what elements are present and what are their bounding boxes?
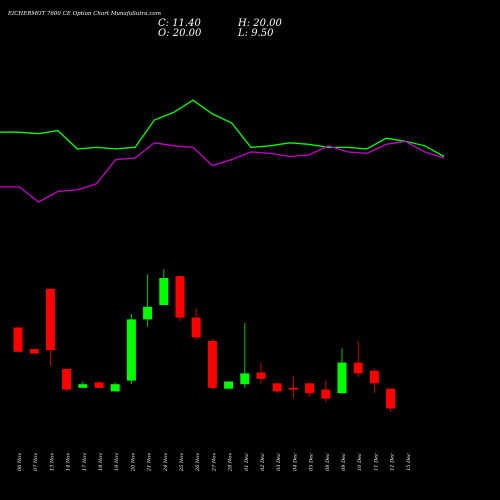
x-tick-label: 15 Dec bbox=[406, 453, 412, 471]
x-tick-label: 09 Dec bbox=[341, 453, 347, 471]
x-tick-label: 28 Nov bbox=[228, 453, 234, 472]
candle-body bbox=[78, 384, 88, 388]
chart-title: EICHERMOT 7600 CE Option Chart MunafaSut… bbox=[8, 11, 161, 17]
candle-body bbox=[240, 373, 250, 385]
candle-body bbox=[29, 349, 39, 354]
candle-body bbox=[13, 327, 23, 352]
x-tick-label: 20 Nov bbox=[130, 453, 136, 472]
x-tick-label: 01 Dec bbox=[244, 453, 250, 471]
candle-body bbox=[386, 388, 396, 409]
candle-body bbox=[143, 306, 153, 320]
x-tick-label: 21 Nov bbox=[147, 453, 153, 472]
x-tick-label: 02 Dec bbox=[260, 453, 266, 471]
candle-body bbox=[256, 372, 266, 379]
candle-body bbox=[272, 383, 282, 392]
x-tick-label: 08 Dec bbox=[325, 453, 331, 471]
x-tick-label: 10 Dec bbox=[357, 453, 363, 471]
candle-body bbox=[337, 362, 347, 394]
candle-body bbox=[94, 382, 104, 388]
x-tick-label: 03 Dec bbox=[276, 453, 282, 471]
close-value: C: 11.40 bbox=[158, 18, 201, 29]
candle-body bbox=[126, 319, 136, 381]
candle-body bbox=[224, 381, 234, 389]
line-series-2 bbox=[0, 140, 445, 203]
candle-body bbox=[45, 288, 55, 350]
x-tick-label: 18 Nov bbox=[98, 453, 104, 471]
low-value: L: 9.50 bbox=[238, 28, 274, 39]
x-tick-label: 05 Dec bbox=[309, 453, 315, 471]
open-value: O: 20.00 bbox=[158, 28, 202, 39]
x-tick-label: 14 Nov bbox=[66, 453, 72, 471]
x-tick-label: 04 Dec bbox=[292, 453, 298, 471]
x-tick-label: 24 Nov bbox=[163, 453, 169, 472]
candle-body bbox=[110, 384, 120, 392]
x-tick-label: 13 Nov bbox=[49, 453, 55, 471]
x-tick-label: 26 Nov bbox=[195, 453, 201, 472]
x-tick-label: 25 Nov bbox=[179, 453, 185, 472]
x-tick-label: 17 Nov bbox=[82, 453, 88, 471]
x-tick-label: 19 Nov bbox=[114, 453, 120, 471]
x-tick-label: 11 Dec bbox=[373, 453, 379, 471]
candle-body bbox=[353, 362, 363, 374]
candle-body bbox=[288, 387, 298, 390]
candle-body bbox=[191, 317, 201, 338]
candle-body bbox=[207, 341, 217, 388]
candle-body bbox=[175, 276, 185, 318]
candle-body bbox=[321, 389, 331, 399]
high-value: H: 20.00 bbox=[238, 18, 282, 29]
candle-body bbox=[305, 383, 315, 394]
line-series-1 bbox=[0, 99, 445, 158]
x-tick-label: 12 Dec bbox=[390, 453, 396, 471]
candle-body bbox=[159, 278, 169, 305]
candle-body bbox=[62, 368, 72, 390]
candle-body bbox=[369, 370, 379, 384]
x-tick-label: 06 Nov bbox=[17, 453, 23, 471]
x-tick-label: 07 Nov bbox=[33, 453, 39, 471]
x-tick-label: 27 Nov bbox=[211, 453, 217, 472]
